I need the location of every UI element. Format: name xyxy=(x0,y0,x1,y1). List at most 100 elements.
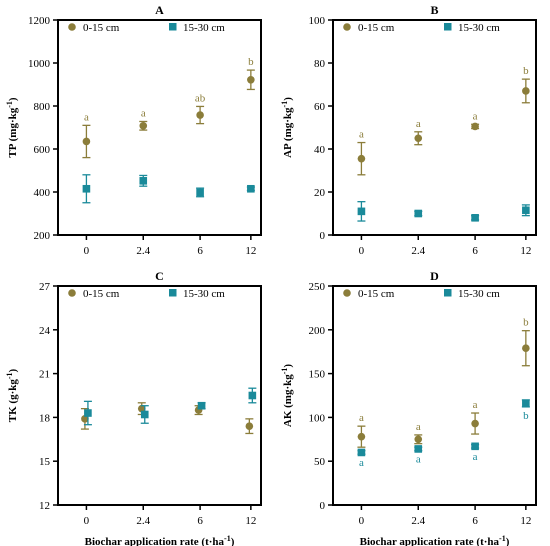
x-tick-label: 12 xyxy=(245,245,256,257)
legend-marker-topsoil xyxy=(68,23,76,31)
data-point-topsoil xyxy=(245,422,254,430)
data-point-topsoil xyxy=(137,404,146,413)
y-tick-label: 1000 xyxy=(28,58,51,70)
significance-letter: a xyxy=(416,454,421,466)
data-point-subsoil xyxy=(84,409,92,417)
x-tick-label: 6 xyxy=(472,515,478,527)
y-tick-label: 0 xyxy=(320,500,326,512)
significance-letter: a xyxy=(141,107,146,119)
significance-letter: a xyxy=(359,412,364,424)
data-point-topsoil xyxy=(471,122,479,131)
legend-label: 0-15 cm xyxy=(83,288,120,300)
x-tick-label: 2.4 xyxy=(411,515,425,527)
data-point-topsoil xyxy=(414,435,423,444)
significance-letter: a xyxy=(359,457,364,469)
legend-label: 0-15 cm xyxy=(358,288,395,300)
y-tick-label: 600 xyxy=(34,144,51,156)
legend-label: 15-30 cm xyxy=(458,288,500,300)
data-point-subsoil xyxy=(196,188,204,197)
significance-letter: a xyxy=(84,111,89,123)
data-point-topsoil xyxy=(471,419,479,428)
data-point-subsoil xyxy=(357,448,366,457)
y-tick-label: 40 xyxy=(314,144,326,156)
data-point-subsoil xyxy=(248,391,257,400)
panel-letter: A xyxy=(155,3,164,17)
data-point-topsoil xyxy=(522,87,530,95)
legend-marker-subsoil xyxy=(444,23,452,31)
plot-frame xyxy=(57,285,262,506)
y-tick-label: 0 xyxy=(320,230,326,242)
data-point-subsoil xyxy=(82,184,91,193)
data-point-topsoil xyxy=(357,432,366,441)
y-tick-label: 200 xyxy=(309,325,326,337)
data-point-subsoil xyxy=(522,206,530,215)
x-tick-label: 6 xyxy=(197,515,203,527)
data-point-subsoil xyxy=(471,442,479,451)
legend-label: 0-15 cm xyxy=(83,22,120,34)
y-tick-label: 200 xyxy=(34,230,51,242)
legend-label: 15-30 cm xyxy=(458,22,500,34)
y-axis-label: TP (mg·kg-1) xyxy=(5,97,19,157)
y-tick-label: 15 xyxy=(39,456,51,468)
significance-letter: b xyxy=(523,317,529,329)
panel-a: A 200 400 600 800 1000 1200 0 2.4 6 12 TP (mg·kg-1)… xyxy=(5,3,262,257)
x-tick-label: 12 xyxy=(520,515,531,527)
y-tick-label: 100 xyxy=(309,15,326,27)
panel-b: B 0 20 40 60 80 100 0 2.4 6 12 AP (mg·kg-1) 0-15 cm 1… xyxy=(280,3,537,257)
data-point-subsoil xyxy=(139,177,148,185)
legend-marker-subsoil xyxy=(169,289,177,297)
data-point-topsoil xyxy=(139,121,148,130)
data-point-topsoil xyxy=(196,111,204,119)
data-point-subsoil xyxy=(414,209,423,218)
x-tick-label: 2.4 xyxy=(136,515,150,527)
y-axis-label: AP (mg·kg-1) xyxy=(280,97,294,158)
data-point-topsoil xyxy=(522,344,530,352)
y-tick-label: 24 xyxy=(39,325,51,337)
data-point-topsoil xyxy=(414,134,423,143)
y-tick-label: 800 xyxy=(34,101,51,113)
y-tick-label: 250 xyxy=(309,281,326,293)
legend-marker-topsoil xyxy=(343,289,351,297)
x-tick-label: 12 xyxy=(520,245,531,257)
data-point-subsoil xyxy=(140,410,149,419)
x-axis-label: Biochar application rate (t·ha-1) xyxy=(85,534,235,546)
data-point-subsoil xyxy=(471,214,479,222)
data-point-subsoil xyxy=(357,207,366,216)
legend-marker-topsoil xyxy=(343,23,351,31)
panel-letter: B xyxy=(430,3,438,17)
x-tick-label: 2.4 xyxy=(411,245,425,257)
data-point-subsoil xyxy=(247,184,255,193)
data-point-topsoil xyxy=(82,137,91,146)
significance-letter: b xyxy=(523,65,529,77)
significance-letter: b xyxy=(523,410,529,422)
significance-letter: a xyxy=(416,421,421,433)
y-tick-label: 12 xyxy=(39,500,50,512)
x-tick-label: 6 xyxy=(197,245,203,257)
x-tick-label: 2.4 xyxy=(136,245,150,257)
plot-frame xyxy=(332,285,537,506)
legend-marker-subsoil xyxy=(169,23,177,31)
significance-letter: a xyxy=(359,129,364,141)
x-tick-label: 0 xyxy=(359,245,365,257)
legend-label: 15-30 cm xyxy=(183,288,225,300)
y-tick-label: 400 xyxy=(34,187,51,199)
y-tick-label: 20 xyxy=(314,187,326,199)
legend-marker-topsoil xyxy=(68,289,76,297)
x-tick-label: 6 xyxy=(472,245,478,257)
significance-letter: a xyxy=(473,399,478,411)
y-tick-label: 21 xyxy=(39,369,50,381)
panel-letter: D xyxy=(430,269,439,283)
y-tick-label: 150 xyxy=(309,369,326,381)
panel-d: D 0 50 100 150 200 250 0 2.4 6 12 AK (mg·kg-1) Bioch… xyxy=(280,269,537,546)
y-tick-label: 27 xyxy=(39,281,51,293)
legend-label: 0-15 cm xyxy=(358,22,395,34)
y-tick-label: 1200 xyxy=(28,15,51,27)
y-axis-label: AK (mg·kg-1) xyxy=(280,364,294,428)
significance-letter: b xyxy=(248,56,254,68)
significance-letter: a xyxy=(473,110,478,122)
data-point-topsoil xyxy=(81,415,89,423)
significance-letter: ab xyxy=(195,92,206,104)
significance-letter: a xyxy=(416,118,421,130)
